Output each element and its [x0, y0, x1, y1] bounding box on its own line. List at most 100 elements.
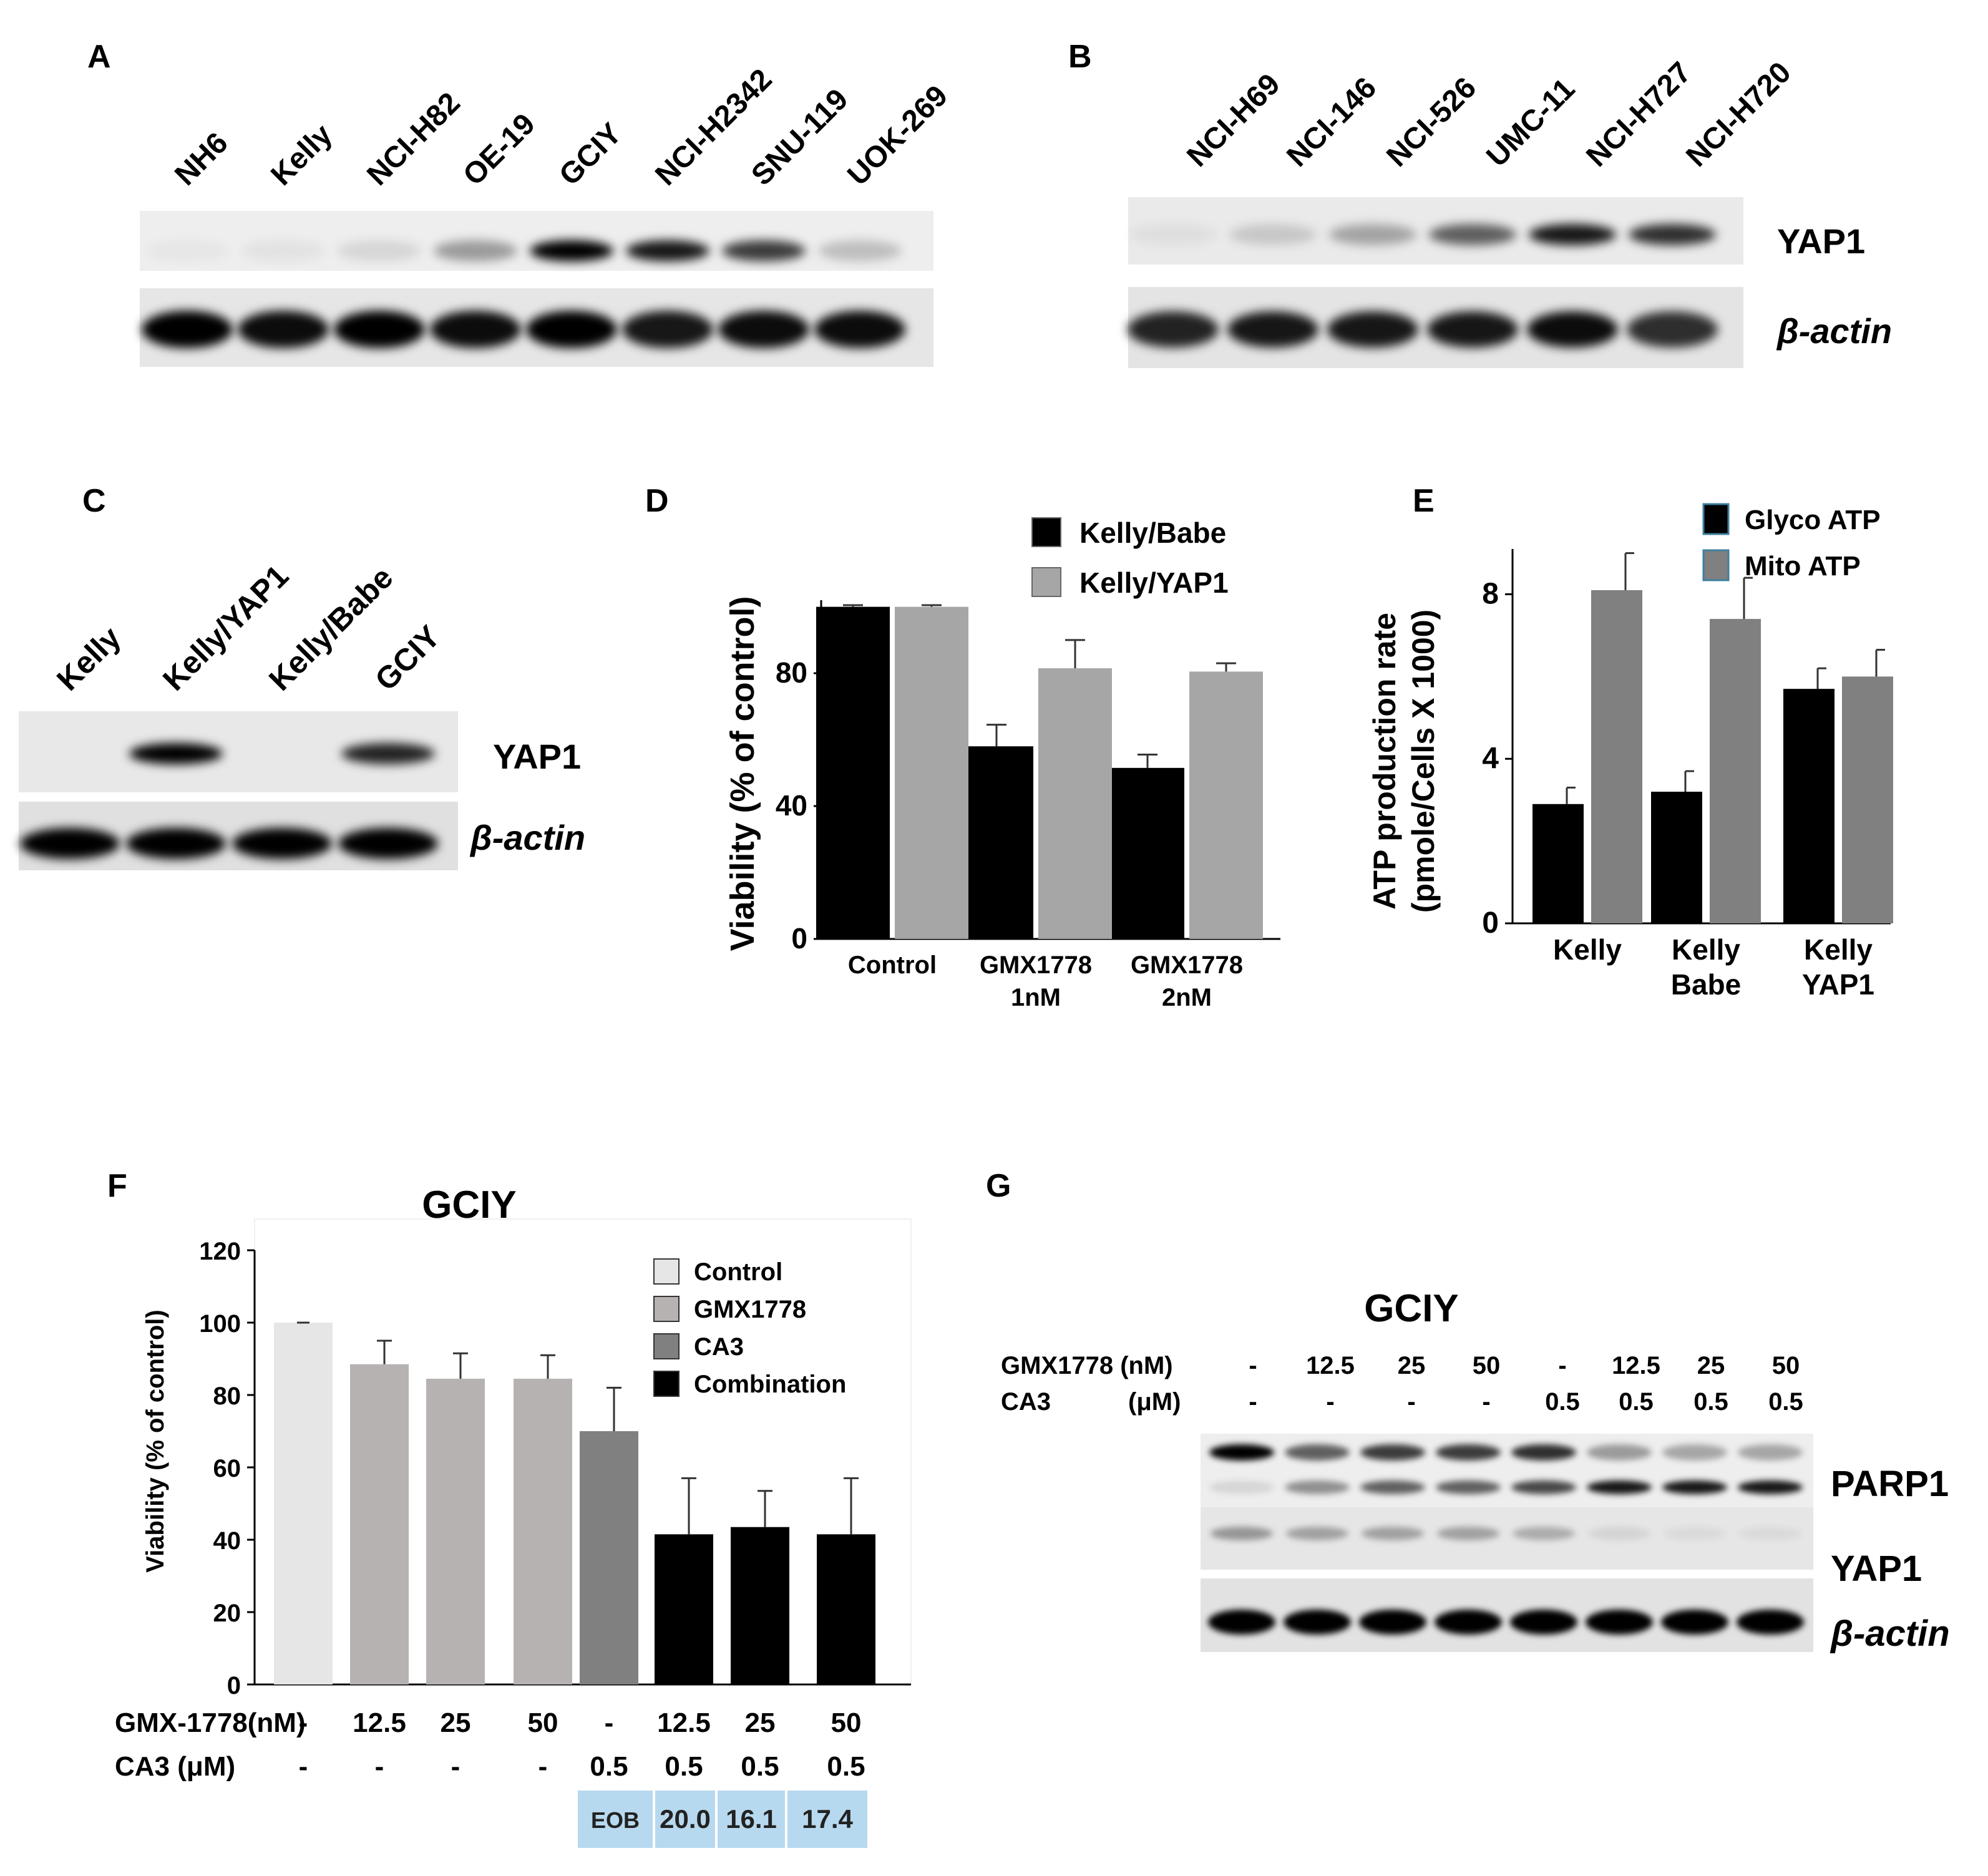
panel-letter-g: G — [986, 1168, 1011, 1204]
panel-a-yap1-band-3 — [434, 240, 517, 261]
panel-f-legend-swatch-3 — [653, 1371, 680, 1397]
panel-d-bar-1-2 — [1189, 671, 1263, 939]
panel-g-parp1-full-band-1 — [1285, 1444, 1350, 1460]
panel-e-legend-swatch-1 — [1702, 549, 1730, 581]
panel-f-treatment-label-0: GMX-1778(nM) — [115, 1708, 306, 1738]
panel-b-row-label-actin: β-actin — [1776, 311, 1892, 351]
panel-d-bar-1-0 — [895, 606, 968, 939]
panel-a-yap1-band-5 — [626, 240, 709, 261]
panel-g-treatment-value-1-0: - — [1249, 1388, 1257, 1416]
panel-f-treatment-value-0-5: 12.5 — [657, 1708, 711, 1738]
panel-c-actin-band-1 — [126, 828, 226, 859]
panel-f-legend-label-3: Combination — [694, 1371, 846, 1398]
panel-f-bar-5 — [655, 1534, 713, 1684]
panel-g-parp1-cleaved-band-6 — [1662, 1480, 1727, 1494]
panel-g-treatment-value-1-3: - — [1482, 1388, 1490, 1416]
panel-f-y-tick-label-5: 100 — [199, 1310, 241, 1338]
panel-e-y-axis-label-0: ATP production rate — [1367, 613, 1402, 910]
panel-g-row-label-actin: β-actin — [1830, 1613, 1950, 1654]
panel-e-bar-1-2 — [1842, 676, 1893, 923]
panel-a-yap1-band-6 — [722, 240, 806, 261]
panel-d-category-label-1-0: GMX1778 — [980, 951, 1092, 979]
panel-e-bar-0-0 — [1532, 804, 1584, 923]
panel-f-treatment-value-0-1: 12.5 — [353, 1708, 406, 1738]
panel-g-parp1-full-band-5 — [1587, 1444, 1652, 1460]
panel-g-treatment-value-1-4: 0.5 — [1545, 1388, 1580, 1416]
panel-a-actin-band-4 — [526, 311, 617, 348]
panel-g-row-label-parp1: PARP1 — [1831, 1464, 1949, 1504]
panel-f-eob-value-2: 16.1 — [726, 1804, 777, 1834]
panel-a-lane-label-7: UOK-269 — [841, 79, 954, 192]
panel-f-bar-6 — [731, 1527, 789, 1684]
panel-g-parp1-full-band-7 — [1738, 1444, 1803, 1460]
panel-b-yap1-band-0 — [1129, 224, 1217, 245]
panel-g-treatment-value-0-5: 12.5 — [1612, 1352, 1660, 1379]
panel-g-yap1-blot-bg — [1201, 1507, 1813, 1570]
panel-g-parp1-cleaved-band-4 — [1511, 1480, 1576, 1494]
panel-d-y-tick-label-2: 80 — [776, 656, 807, 689]
panel-g-parp1-cleaved-band-7 — [1738, 1480, 1803, 1494]
panel-f-legend-label-0: Control — [694, 1258, 782, 1286]
panel-e-bar-1-1 — [1710, 619, 1761, 923]
panel-f-bar-0 — [274, 1323, 333, 1684]
panel-f-eob-cell-0 — [578, 1791, 653, 1848]
panel-g-actin-band-5 — [1586, 1610, 1653, 1635]
panel-b-row-label-yap1: YAP1 — [1777, 221, 1865, 261]
panel-f-treatment-value-1-5: 0.5 — [665, 1751, 703, 1782]
panel-f-y-tick-label-0: 0 — [227, 1672, 241, 1699]
panel-e-legend-label-0: Glyco ATP — [1745, 505, 1881, 535]
panel-b-yap1-band-2 — [1329, 224, 1416, 245]
panel-g-treatment-value-0-6: 25 — [1697, 1352, 1725, 1379]
panel-g-treatment-value-1-2: - — [1407, 1388, 1415, 1416]
panel-e-category-label-2-1: YAP1 — [1802, 968, 1874, 1001]
panel-c-lane-label-3: GCIY — [368, 619, 447, 697]
panel-b-yap1-band-3 — [1429, 224, 1516, 245]
panel-f-y-axis-label: Viability (% of control) — [142, 1310, 169, 1573]
panel-g-treatment-value-0-7: 50 — [1772, 1352, 1800, 1379]
panel-c-yap1-band-1 — [129, 743, 223, 764]
panel-d-category-label-2-1: 2nM — [1162, 984, 1212, 1011]
panel-f-treatment-value-1-7: 0.5 — [827, 1751, 865, 1782]
panel-e-legend-swatch-0 — [1702, 503, 1730, 535]
panel-f-y-tick-label-1: 20 — [213, 1600, 241, 1627]
panel-g-actin-band-6 — [1661, 1610, 1728, 1635]
panel-g-yap1-band-0 — [1211, 1527, 1273, 1540]
panel-e-category-label-2-0: Kelly — [1804, 933, 1873, 966]
panel-a-lane-label-2: NCI-H82 — [361, 86, 466, 192]
panel-b-lane-label-1: NCI-146 — [1280, 71, 1383, 173]
panel-e-bar-0-1 — [1651, 792, 1702, 923]
panel-g-title: GCIY — [1364, 1287, 1459, 1330]
panel-f-eob-cell-1 — [655, 1791, 715, 1848]
panel-d-legend-label-0: Kelly/Babe — [1079, 517, 1226, 549]
panel-g-parp1-full-band-0 — [1209, 1444, 1274, 1460]
panel-f-chart: 0 20 40 60 80 100 120 GCIY Viability (% of contr… — [115, 1183, 912, 1848]
panel-f-treatment-value-0-7: 50 — [831, 1708, 862, 1738]
panel-letter-a: A — [87, 39, 111, 75]
panel-f-bar-2 — [426, 1378, 485, 1684]
panel-a-actin-band-0 — [142, 311, 233, 348]
panel-a-yap1-band-0 — [145, 240, 229, 261]
panel-d-legend-label-1: Kelly/YAP1 — [1079, 566, 1229, 599]
panel-g-treatment-value-1-7: 0.5 — [1768, 1388, 1803, 1416]
panel-f-bar-7 — [817, 1534, 875, 1684]
panel-g-actin-band-0 — [1208, 1610, 1275, 1635]
panel-g-treatment-label-0: GMX1778 (nM) — [1001, 1352, 1173, 1379]
panel-c-actin-band-0 — [20, 828, 120, 859]
panel-a-actin-band-3 — [430, 311, 521, 348]
panel-letter-f: F — [107, 1168, 127, 1204]
panel-f-y-tick-label-2: 40 — [213, 1527, 241, 1555]
panel-g-actin-band-4 — [1510, 1610, 1577, 1635]
panel-e-y-axis-label-1: (pmole/Cells X 1000) — [1406, 610, 1441, 913]
panel-e-category-label-0-0: Kelly — [1553, 933, 1622, 966]
panel-g-parp1-cleaved-band-5 — [1587, 1480, 1652, 1494]
panel-g-parp1-full-band-6 — [1662, 1444, 1727, 1460]
panel-e-y-tick-label-2: 8 — [1482, 578, 1499, 611]
panel-g-actin-band-1 — [1284, 1610, 1351, 1635]
panel-d-legend-swatch-0 — [1031, 517, 1061, 547]
panel-f-bar-4 — [580, 1431, 638, 1684]
panel-d-y-tick-label-0: 0 — [791, 922, 807, 955]
panel-f-eob-cell-3 — [787, 1791, 867, 1848]
